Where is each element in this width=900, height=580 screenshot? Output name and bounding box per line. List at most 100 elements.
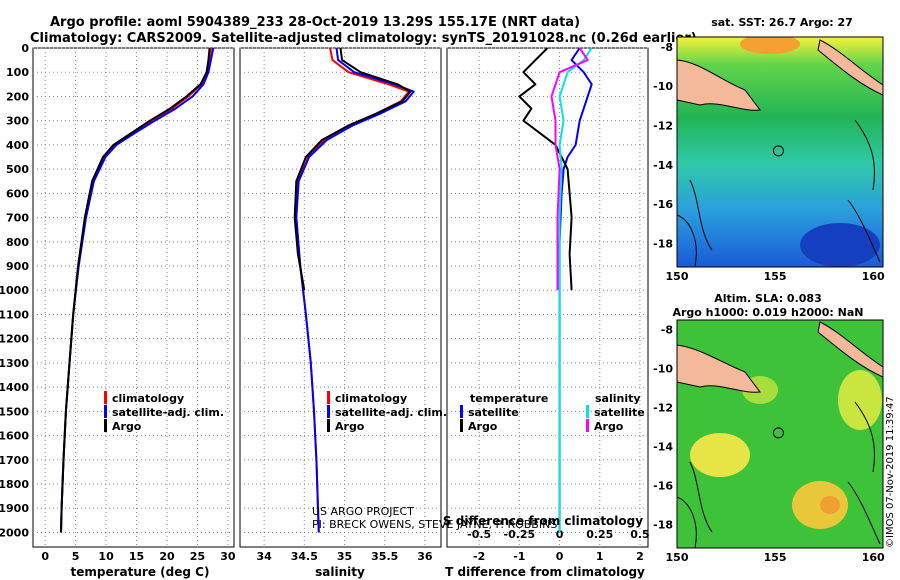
depth-tick-label: 1300	[0, 357, 29, 370]
series-argo	[293, 47, 412, 291]
depth-tick-label: 2000	[0, 526, 29, 539]
x-tick-label: 15	[129, 550, 144, 563]
legend-swatch-argo	[104, 419, 107, 432]
sla-high-3	[820, 496, 840, 514]
depth-tick-label: 1600	[0, 430, 29, 443]
legend-label-satellite: satellite-adj. clim.	[112, 406, 224, 419]
x-tick-label: 1	[596, 550, 604, 563]
lon-tick-label: 150	[666, 551, 689, 564]
coastline-solomon-islands	[817, 321, 883, 378]
lat-tick-label: -16	[653, 480, 673, 493]
legend-swatch-s-argo	[586, 419, 589, 432]
lat-tick-label: -14	[653, 159, 673, 172]
x-tick-label: 30	[220, 550, 236, 563]
x-tick-label: 2	[636, 550, 644, 563]
depth-tick-label: 100	[6, 66, 29, 79]
temperature-axis-label: temperature (deg C)	[71, 565, 210, 579]
x-tick-label: 5	[72, 550, 80, 563]
legend-swatch-t-satellite	[460, 405, 463, 418]
depth-tick-label: 1500	[0, 405, 29, 418]
title-line-1: Argo profile: aoml 5904389_233 28-Oct-20…	[50, 15, 580, 30]
depth-tick-label: 900	[6, 260, 29, 273]
legend-title-salinity: salinity	[595, 392, 641, 405]
sla-map-title-2: Argo h1000: 0.019 h2000: NaN	[672, 306, 863, 319]
lat-tick-label: -18	[653, 519, 673, 532]
lon-tick-label: 160	[862, 270, 885, 283]
salinity-legend: climatology satellite-adj. clim. Argo	[327, 391, 447, 433]
lat-tick-label: -12	[653, 402, 673, 415]
lat-tick-label: -8	[661, 41, 673, 54]
lat-tick-label: -14	[653, 441, 673, 454]
temperature-legend: climatology satellite-adj. clim. Argo	[104, 391, 224, 433]
series-argo	[60, 47, 211, 533]
sst-map-image	[677, 37, 883, 267]
difference-legend: temperature satellite Argo salinity sate…	[460, 392, 645, 433]
depth-tick-label: 1900	[0, 502, 29, 515]
difference-plot-frame	[446, 47, 649, 548]
depth-tick-label: 400	[6, 139, 29, 152]
salinity-axis-label: salinity	[315, 565, 365, 579]
lon-tick-label: 155	[764, 551, 787, 564]
lon-tick-label: 150	[666, 270, 689, 283]
pi-annotation: PI: BRECK OWENS, STEVE JAYNE, P. ROBBINS	[312, 518, 557, 531]
x-tick-label: 0	[41, 550, 49, 563]
sst-map-title: sat. SST: 26.7 Argo: 27	[711, 16, 853, 29]
coastline-solomon-islands	[817, 39, 883, 96]
sst-map-ticks: 150 155 160 -8 -10 -12 -14 -16 -18	[653, 41, 885, 283]
depth-tick-label: 300	[6, 115, 29, 128]
legend-label-s-satellite: satellite	[594, 406, 645, 419]
coastline-new-guinea	[677, 59, 761, 111]
x-tick-label: 36	[417, 550, 433, 563]
grid-layer	[33, 47, 648, 547]
x-tick-label: 34.5	[291, 550, 318, 563]
depth-tick-label: 1400	[0, 381, 29, 394]
salinity-plot-frame	[239, 47, 442, 548]
legend-swatch-t-argo	[460, 419, 463, 432]
x-tick-label: 35	[337, 550, 352, 563]
title-line-2: Climatology: CARS2009. Satellite-adjuste…	[30, 31, 697, 46]
lat-tick-label: -18	[653, 237, 673, 250]
s-tick-label: -0.5	[467, 528, 491, 541]
reef-contour-1	[677, 461, 713, 548]
lat-tick-label: -10	[653, 363, 673, 376]
depth-tick-label: 800	[6, 236, 29, 249]
x-tick-label: 0	[556, 550, 564, 563]
sla-map-title-1: Altim. SLA: 0.083	[714, 292, 821, 305]
legend-swatch-climatology	[327, 391, 330, 404]
depth-tick-label: 1800	[0, 478, 29, 491]
reef-contour-1	[677, 179, 713, 267]
depth-axis: 0 100 200 300 400 500 600 700 800 900 1000 1100 1200…	[0, 42, 29, 539]
legend-label-argo: Argo	[112, 420, 142, 433]
depth-tick-label: 700	[6, 212, 29, 225]
legend-label-satellite: satellite-adj. clim.	[335, 406, 447, 419]
depth-tick-label: 200	[6, 90, 29, 103]
imos-credit: ©IMOS 07-Nov-2019 11:39:47	[885, 396, 896, 548]
depth-tick-label: 1700	[0, 454, 29, 467]
project-annotation: US ARGO PROJECT	[312, 505, 414, 518]
sst-map-frame	[676, 36, 884, 268]
sla-high-4	[838, 370, 882, 430]
legend-swatch-s-satellite	[586, 405, 589, 418]
x-tick-label: -1	[513, 550, 525, 563]
legend-label-s-argo: Argo	[594, 420, 624, 433]
x-tick-label: 35.5	[371, 550, 398, 563]
reef-contour-2	[847, 119, 881, 263]
x-axes: 0 5 10 15 20 25 30 34 34.5 35 35.5 36 -2 -1 0 1 2 -0.5 -0.…	[41, 528, 649, 563]
depth-tick-label: 500	[6, 163, 29, 176]
legend-swatch-climatology	[104, 391, 107, 404]
sla-map-frame	[676, 319, 884, 549]
x-tick-label: -2	[473, 550, 485, 563]
coastline-new-guinea	[677, 344, 761, 393]
legend-label-argo: Argo	[335, 420, 365, 433]
depth-tick-label: 0	[21, 42, 29, 55]
series-t-argo	[518, 47, 573, 291]
x-tick-label: 34	[256, 550, 272, 563]
x-tick-label: 20	[159, 550, 175, 563]
series-s-argo	[550, 47, 589, 291]
sst-cool-patch	[800, 223, 880, 267]
x-tick-label: 25	[190, 550, 205, 563]
depth-tick-label: 600	[6, 187, 29, 200]
legend-label-climatology: climatology	[335, 392, 407, 405]
s-tick-label: 0.5	[630, 528, 650, 541]
